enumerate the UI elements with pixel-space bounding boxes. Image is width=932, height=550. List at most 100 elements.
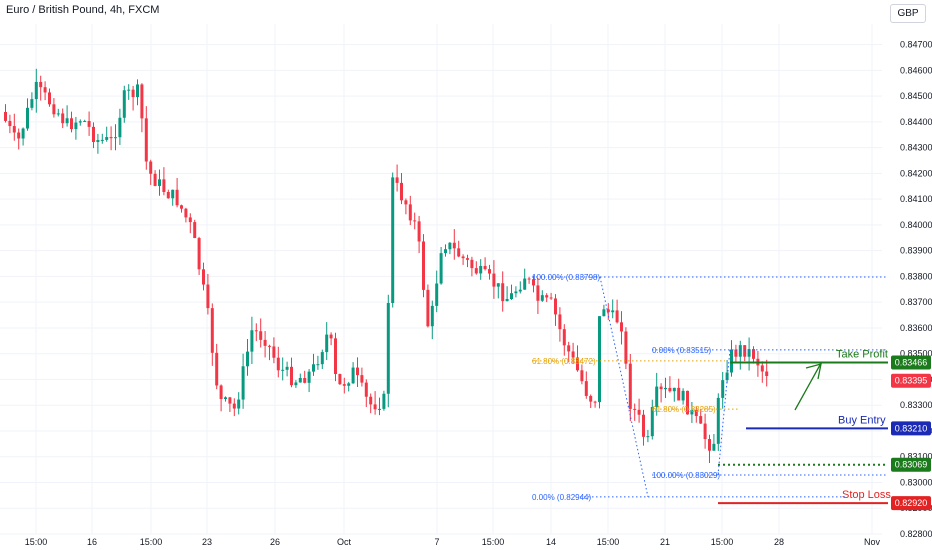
candle-body [677,387,681,401]
candle-body [17,132,21,139]
candle-body [34,81,38,100]
candle-body [272,346,276,358]
candles [4,68,769,464]
price-tick-label: 0.83800 [900,271,932,281]
candle-body [730,349,733,373]
price-tag-label: 0.83069 [895,460,928,470]
price-tick-label: 0.84600 [900,65,932,75]
candle-body [606,309,610,313]
time-tick-label: 16 [87,537,97,547]
candle-body [694,409,698,417]
candle-body [470,259,474,269]
candle-body [8,120,12,127]
candle-body [716,397,720,444]
price-tick-label: 0.83900 [900,246,932,256]
candle-body [254,330,258,332]
candle-body [78,121,82,123]
candle-body [602,309,606,317]
candle-body [620,322,623,332]
candle-body [131,89,135,98]
candle-body [105,137,109,140]
candle-body [567,345,571,352]
candle-body [290,366,293,386]
candle-body [536,285,540,301]
price-axis[interactable]: 0.84700 0.84600 0.84500 0.84400 0.84300 0.842… [891,40,932,539]
price-tick-label: 0.84300 [900,143,932,153]
candle-body [747,349,751,357]
candle-body [540,295,544,301]
candle-body [672,387,676,392]
price-tick-label: 0.83700 [900,297,932,307]
candle-body [285,366,289,370]
price-tag-label: 0.82920 [895,498,928,508]
candle-body [615,310,619,323]
candle-body [52,104,56,115]
candle-body [307,371,311,383]
candle-body [466,258,469,260]
candle-body [127,89,131,91]
candle-body [74,122,78,130]
candle-body [633,408,637,410]
time-axis[interactable]: 15:00 16 15:00 23 26 Oct 7 15:00 14 15:00 21 15:00 2… [25,537,881,547]
trade-lines [718,361,888,505]
candle-body [39,81,43,88]
take-profit-label: Take Profit [836,348,888,360]
candle-body [483,265,487,270]
candle-body [100,139,104,141]
candle-body [712,443,716,451]
candle-body [312,364,315,372]
price-tick-label: 0.83500 [900,349,932,359]
candle-body [70,118,73,130]
fib-label: 61.80% (0.83285) [652,405,716,414]
trade-labels: Take Profit Buy Entry Stop Loss [836,348,891,501]
candle-body [166,192,170,199]
candle-body [197,238,201,270]
candle-body [118,117,122,138]
candle-body [690,409,694,415]
candle-body [505,299,509,302]
candle-body [391,177,395,304]
price-tick-label: 0.84000 [900,220,932,230]
time-tick-label: Oct [337,537,352,547]
candle-body [686,390,689,415]
candle-body [545,295,549,298]
candle-body [488,269,491,274]
price-tick-label: 0.83600 [900,323,932,333]
candle-body [180,205,183,209]
candle-body [144,118,148,162]
candle-body [356,367,359,376]
candle-body [232,403,236,409]
candle-body [188,217,192,223]
candle-body [360,375,364,383]
currency-button[interactable]: GBP [890,4,926,23]
candle-body [338,374,342,385]
candle-body [562,329,566,346]
candle-body [642,414,645,437]
candle-body [558,314,562,330]
candle-body [43,87,47,93]
candle-body [140,84,144,119]
price-tick-label: 0.84200 [900,168,932,178]
buy-entry-label: Buy Entry [838,414,886,426]
time-tick-label: 14 [546,537,556,547]
candle-body [184,208,188,218]
candle-body [109,137,113,139]
candle-body [215,352,219,386]
candle-body [228,397,232,404]
candle-body [655,386,659,407]
candle-body [435,283,439,306]
time-tick-label: 15:00 [140,537,163,547]
candle-body [87,121,91,127]
candle-body [250,330,254,352]
price-tag-support [891,457,931,472]
candle-body [637,409,641,415]
candle-body [554,298,557,315]
candle-body [703,423,707,440]
candle-body [193,222,197,239]
fib-trend-line [717,349,731,476]
price-tag-current [891,373,931,388]
candle-body [237,399,241,409]
candle-body [426,289,430,327]
candle-body [96,140,100,143]
